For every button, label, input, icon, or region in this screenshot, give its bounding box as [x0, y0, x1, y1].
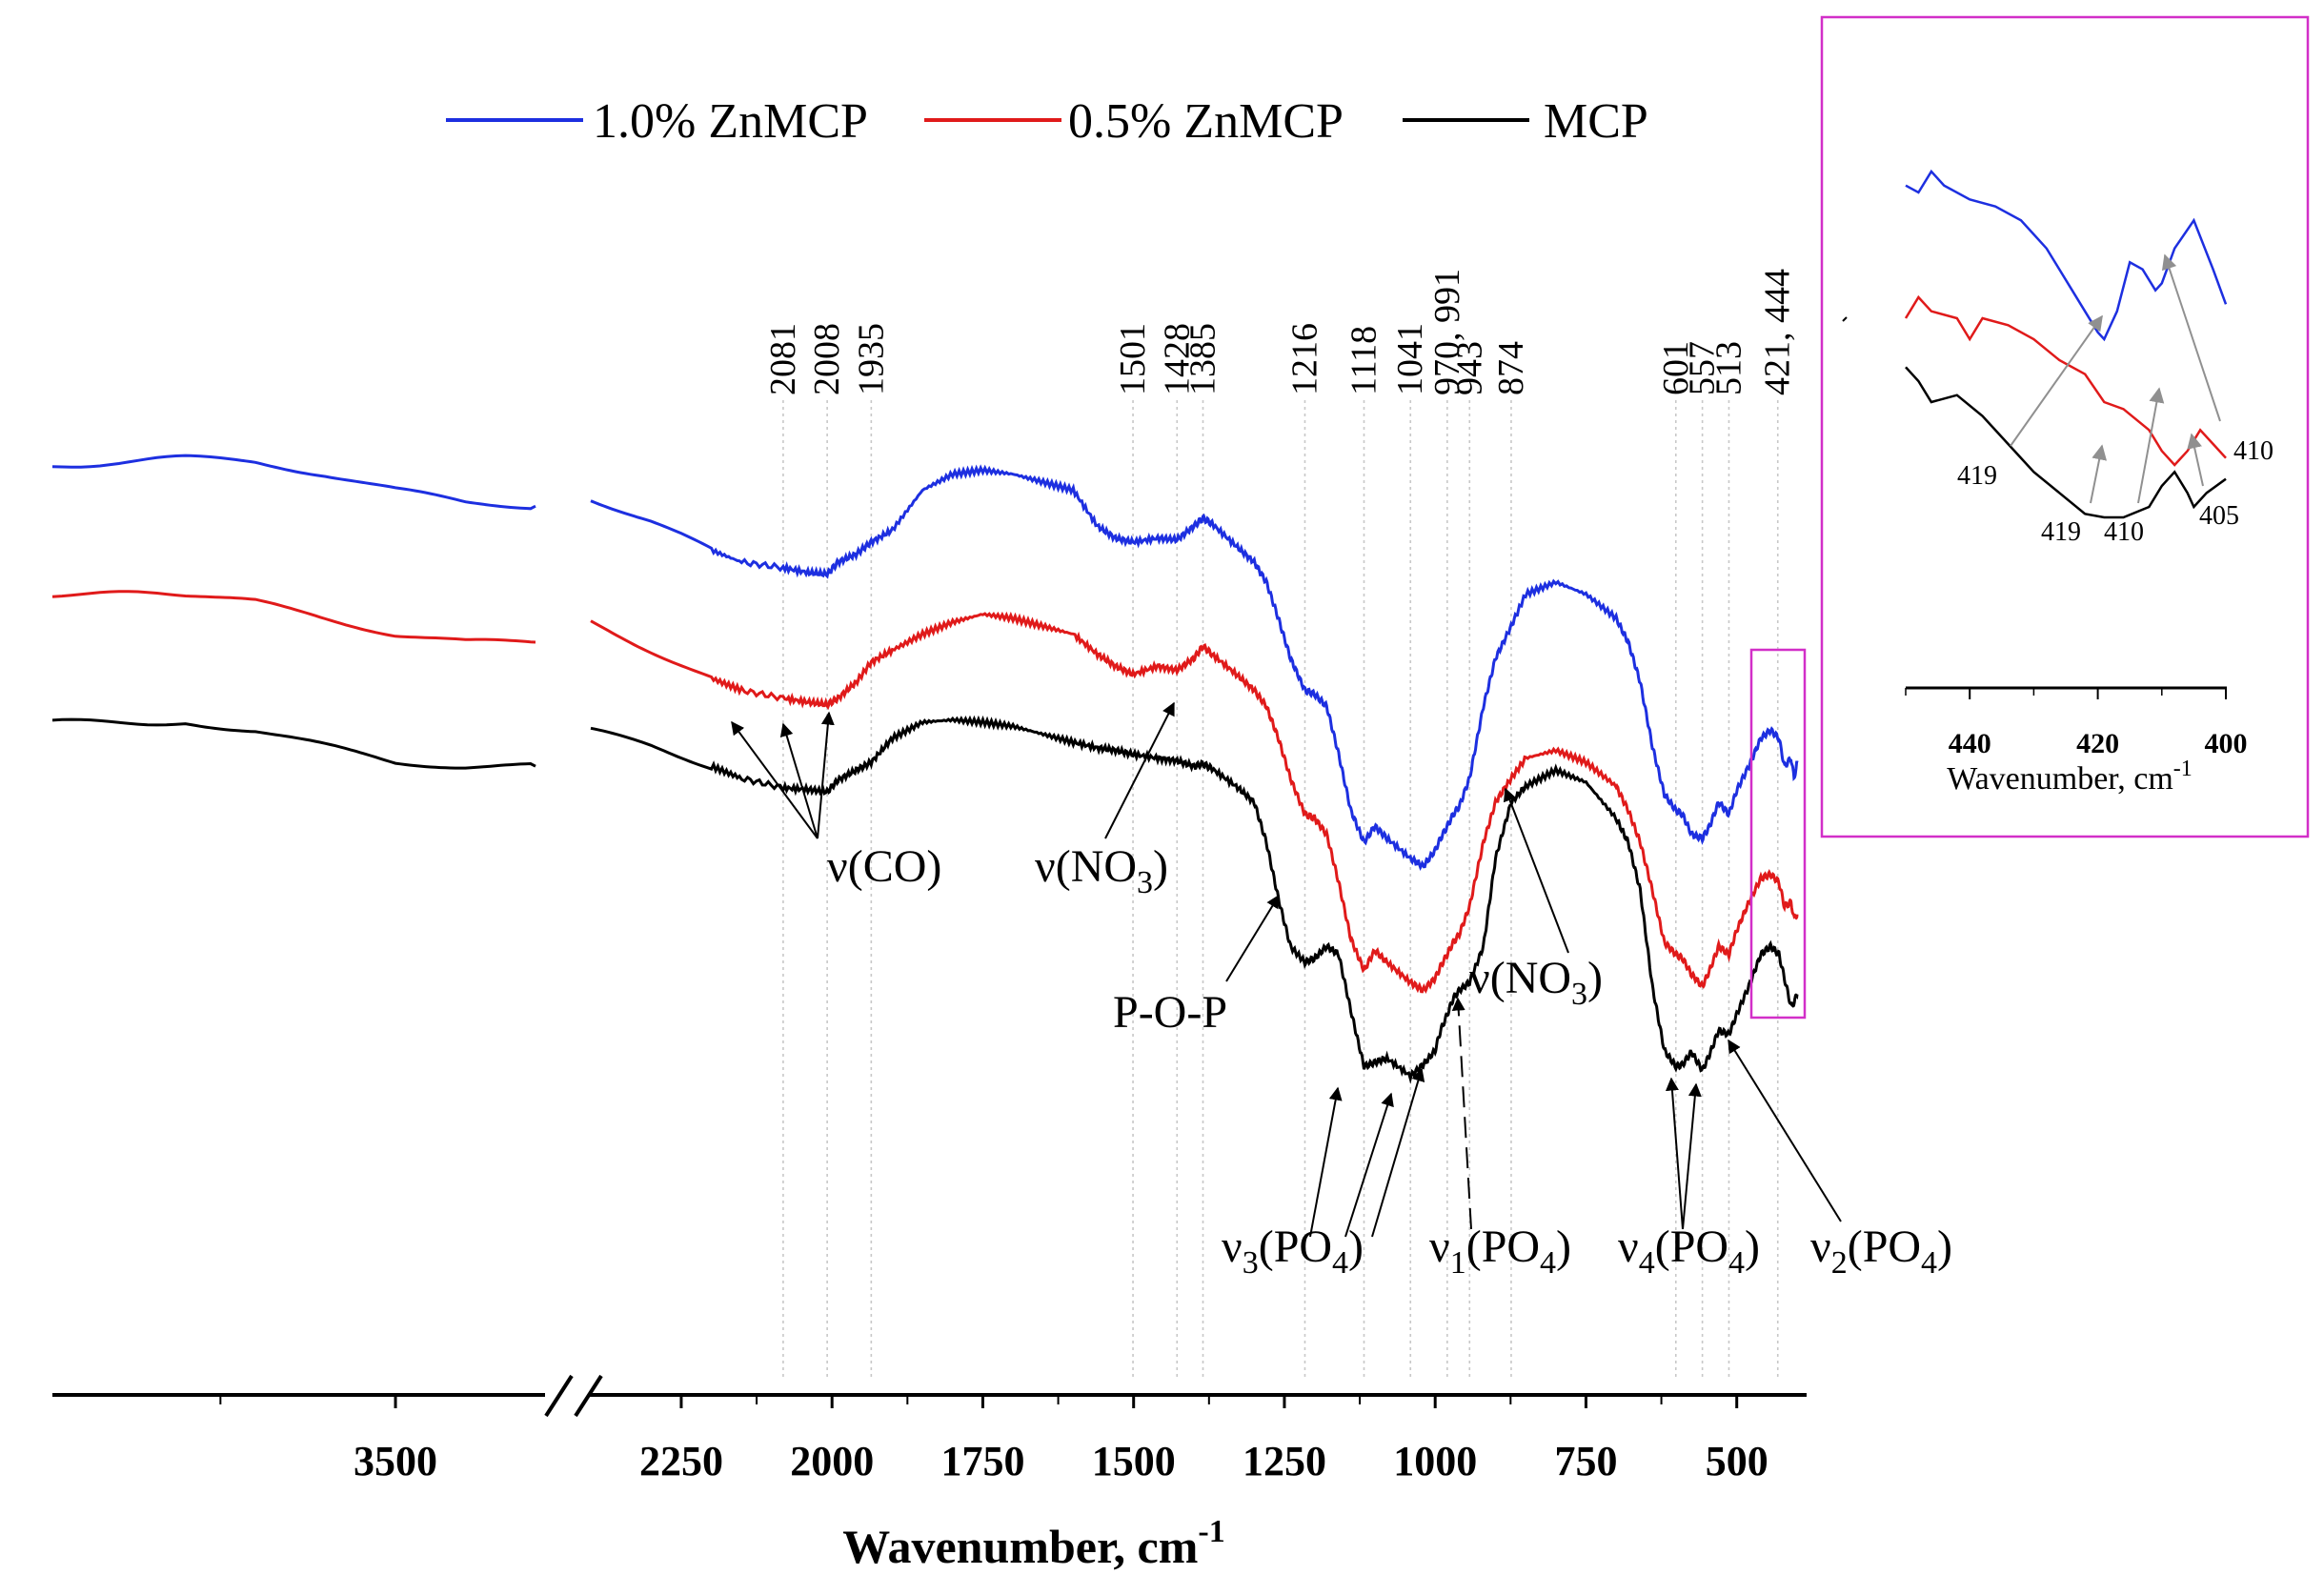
- annotation-v-no3-b: ν(NO3): [1469, 953, 1603, 1012]
- legend-label-2: 0.5% ZnMCP: [1068, 94, 1344, 149]
- x-axis: 3500 2250 2000 1750 1500 1250 1000 750 500 Waven…: [52, 1374, 1807, 1573]
- arrow-no3-1: [1104, 701, 1175, 839]
- series-line-right: [590, 464, 1799, 872]
- series-line-left: [51, 454, 536, 511]
- peak-label: 970, 991: [1427, 269, 1467, 395]
- x-tick-label: 1250: [1243, 1438, 1326, 1484]
- inset-x-tick-label: 420: [2076, 728, 2119, 759]
- inset-mark: [1842, 316, 1848, 322]
- annotation-v2-po4: ν2(PO4): [1810, 1221, 1952, 1281]
- inset-arrow-410-blue: [2161, 253, 2221, 422]
- annotation-v4-po4: ν4(PO4): [1618, 1221, 1760, 1281]
- series-lines: [51, 454, 1799, 1084]
- arrow-v2: [1728, 1039, 1842, 1222]
- x-tick-label: 1000: [1393, 1438, 1477, 1484]
- peak-label: 874: [1491, 341, 1531, 395]
- arrow-no3-2: [1503, 787, 1569, 954]
- x-tick-label: 750: [1554, 1438, 1617, 1484]
- inset-peak-405: 405: [2199, 501, 2239, 531]
- inset-peak-419-a: 419: [1957, 461, 1997, 491]
- annotation-arrows: [731, 701, 1842, 1238]
- peak-label: 2081: [763, 323, 803, 395]
- series-line-right: [590, 611, 1799, 994]
- inset-arrow-405-black: [2187, 433, 2204, 487]
- inset-panel: 440 420 400 Wavenumber, cm-1 419 419 410 4…: [1820, 15, 2310, 838]
- series-line-left: [51, 590, 536, 644]
- inset-peak-410-b: 410: [2233, 436, 2273, 466]
- inset-frame: [1820, 15, 2310, 838]
- inset-series-line: [1905, 366, 2227, 519]
- axis-break-mark-2: [574, 1374, 603, 1418]
- inset-peak-410-a: 410: [2104, 517, 2144, 547]
- annotation-v3-po4: ν3(PO4): [1222, 1221, 1364, 1281]
- peak-label: 601: [1656, 341, 1696, 395]
- peak-label: 1935: [851, 323, 891, 395]
- peak-label: 557: [1683, 341, 1723, 395]
- peak-label: 421, 444: [1758, 269, 1798, 395]
- arrow-v3-2: [1344, 1092, 1394, 1238]
- annotation-pop: P-O-P: [1113, 987, 1227, 1038]
- inset-region-box: [1749, 648, 1807, 1020]
- x-tick-label: 1500: [1092, 1438, 1176, 1484]
- inset-peak-419-b: 419: [2041, 517, 2081, 547]
- inset-ticks: 440 420 400: [1905, 688, 2248, 759]
- arrow-v3-1: [1309, 1086, 1343, 1238]
- inset-x-tick-label: 400: [2205, 728, 2248, 759]
- inset-x-tick-label: 440: [1949, 728, 1991, 759]
- annotation-v1-po4: ν1(PO4): [1429, 1221, 1571, 1281]
- inset-arrow-419-blue: [2010, 314, 2103, 447]
- x-tick-label: 2250: [639, 1438, 723, 1484]
- legend-label-1: 1.0% ZnMCP: [593, 94, 868, 149]
- inset-series-line: [1904, 294, 2227, 467]
- peak-label: 1501: [1113, 323, 1153, 395]
- x-tick-label: 3500: [354, 1438, 437, 1484]
- x-axis-title: Wavenumber, cm-1: [842, 1514, 1224, 1573]
- peak-label: 1428: [1157, 323, 1197, 395]
- peak-label: 1385: [1182, 323, 1223, 395]
- peak-label: 943: [1449, 341, 1489, 395]
- legend-label-3: MCP: [1544, 94, 1648, 149]
- arrow-v4-2: [1682, 1082, 1702, 1230]
- arrow-co-3: [817, 711, 835, 839]
- series-line-right: [590, 715, 1799, 1084]
- arrow-v1: [1451, 997, 1472, 1230]
- series-line-left: [51, 717, 536, 770]
- x-tick-label: 500: [1706, 1438, 1768, 1484]
- peak-label: 2008: [807, 323, 847, 395]
- peak-label: 1118: [1344, 326, 1384, 395]
- arrow-co-1: [731, 720, 818, 839]
- peak-label: 513: [1708, 341, 1748, 395]
- arrow-pop: [1225, 894, 1280, 982]
- inset-x-axis-title: Wavenumber, cm-1: [1947, 757, 2193, 797]
- x-tick-label: 1750: [940, 1438, 1024, 1484]
- x-tick-label: 2000: [790, 1438, 874, 1484]
- axis-break-mark-1: [544, 1374, 574, 1418]
- inset-arrow-410-black: [2137, 387, 2165, 504]
- arrow-co-2: [779, 722, 818, 839]
- annotations: ν(CO) ν(NO3) P-O-P ν(NO3) ν3(PO4) ν1(PO4…: [827, 841, 1952, 1281]
- legend: 1.0% ZnMCP 0.5% ZnMCP MCP: [446, 94, 1648, 149]
- peak-label: 1041: [1390, 323, 1430, 395]
- inset-arrow-419-black: [2090, 444, 2108, 504]
- arrow-v4-1: [1665, 1077, 1684, 1230]
- peak-label: 1216: [1284, 323, 1324, 395]
- arrow-v3-3: [1371, 1067, 1425, 1238]
- annotation-v-no3-a: ν(NO3): [1035, 841, 1168, 900]
- inset-arrows: [2010, 253, 2221, 504]
- x-ticks: 3500 2250 2000 1750 1500 1250 1000 750 500: [219, 1395, 1768, 1484]
- annotation-v-co: ν(CO): [827, 841, 941, 892]
